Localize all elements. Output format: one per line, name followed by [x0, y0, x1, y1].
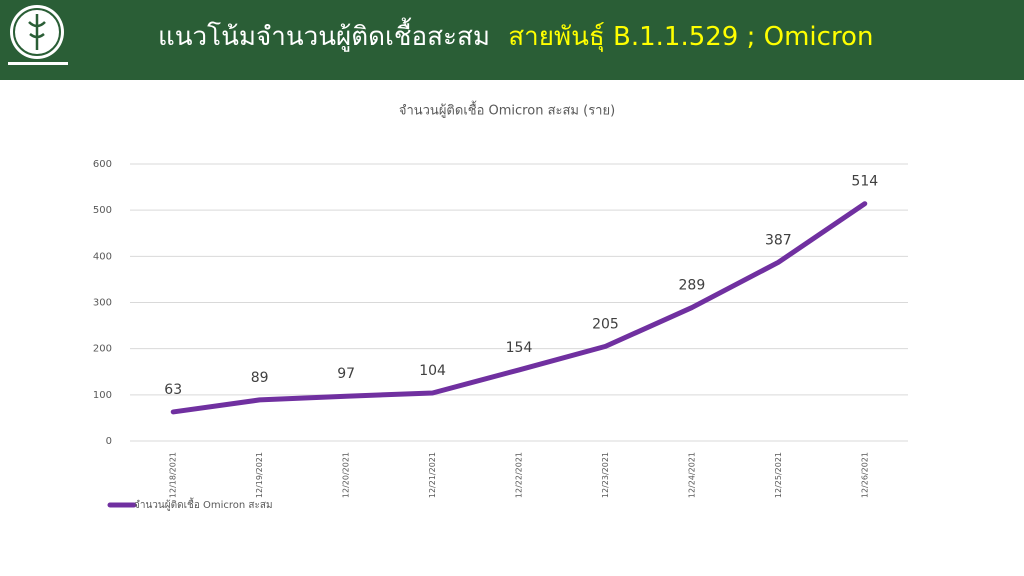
- value-label: 387: [765, 232, 792, 248]
- x-tick-label: 12/25/2021: [774, 452, 783, 498]
- header-title: แนวโน้มจำนวนผู้ติดเชื้อสะสม สายพันธุ์ B.…: [158, 17, 873, 52]
- y-tick-label: 200: [93, 344, 112, 355]
- header-title-main: แนวโน้มจำนวนผู้ติดเชื้อสะสม: [158, 17, 490, 52]
- x-tick-label: 12/24/2021: [687, 452, 696, 498]
- x-tick-label: 12/22/2021: [515, 452, 524, 498]
- value-label: 104: [419, 363, 446, 379]
- value-label: 514: [851, 174, 878, 190]
- value-label: 289: [679, 278, 706, 294]
- y-tick-label: 0: [106, 436, 112, 447]
- x-tick-label: 12/21/2021: [428, 452, 437, 498]
- y-tick-label: 600: [93, 159, 112, 170]
- legend-label: จำนวนผู้ติดเชื้อ Omicron สะสม: [134, 497, 273, 511]
- chart-title: จำนวนผู้ติดเชื้อ Omicron สะสม (ราย): [399, 101, 615, 119]
- y-tick-label: 400: [93, 251, 112, 262]
- value-label: 97: [337, 366, 355, 382]
- header-title-highlight: สายพันธุ์ B.1.1.529 ; Omicron: [508, 22, 873, 52]
- x-tick-label: 12/18/2021: [169, 452, 178, 498]
- x-tick-label: 12/26/2021: [860, 452, 869, 498]
- y-tick-label: 300: [93, 298, 112, 309]
- value-label: 63: [164, 382, 182, 398]
- data-line: [170, 201, 868, 415]
- x-tick-label: 12/19/2021: [255, 452, 264, 498]
- x-tick-label: 12/23/2021: [601, 452, 610, 498]
- header-band: [0, 0, 1024, 80]
- y-tick-label: 100: [93, 390, 112, 401]
- x-tick-label: 12/20/2021: [342, 452, 351, 498]
- logo: [8, 5, 68, 65]
- y-tick-label: 500: [93, 205, 112, 216]
- value-label: 89: [251, 370, 269, 386]
- value-label: 205: [592, 316, 619, 332]
- value-label: 154: [506, 340, 533, 356]
